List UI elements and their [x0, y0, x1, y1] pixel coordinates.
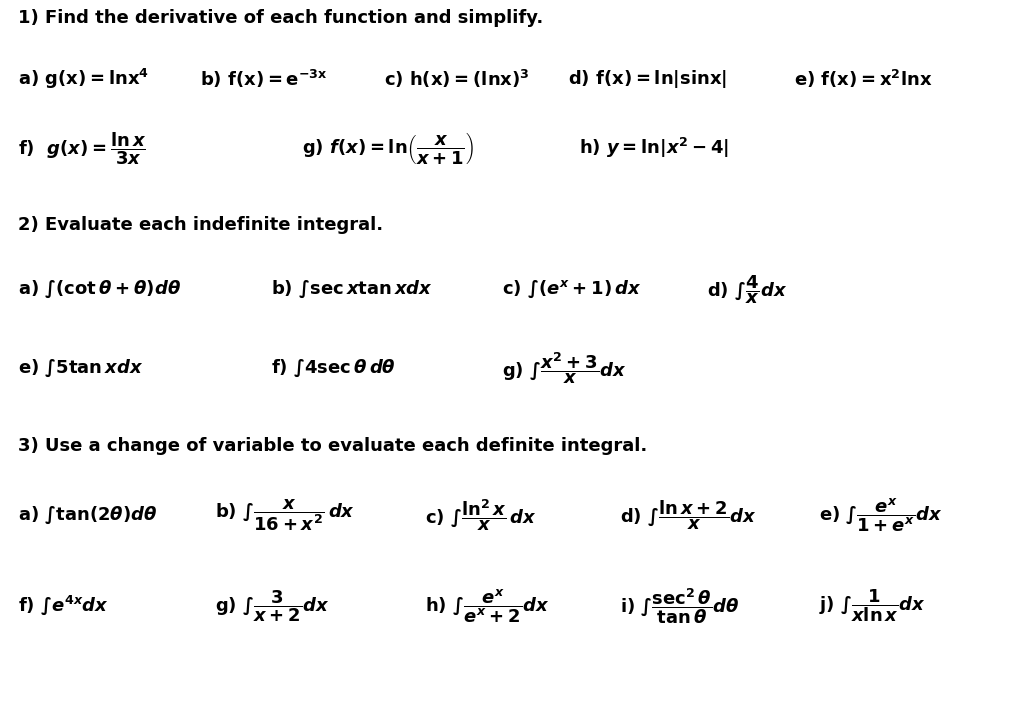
- Text: b) $\int \sec x\tan x dx$: b) $\int \sec x\tan x dx$: [271, 279, 433, 300]
- Text: a) $\mathbf{g(x) = lnx^4}$: a) $\mathbf{g(x) = lnx^4}$: [18, 67, 150, 91]
- Text: 2) Evaluate each indefinite integral.: 2) Evaluate each indefinite integral.: [18, 215, 384, 234]
- Text: a) $\int\tan(2\theta)d\theta$: a) $\int\tan(2\theta)d\theta$: [18, 505, 158, 526]
- Text: i) $\int\dfrac{\sec^2\theta}{\tan\theta}d\theta$: i) $\int\dfrac{\sec^2\theta}{\tan\theta}…: [620, 586, 738, 626]
- Text: c) $\int(e^x + 1)\,dx$: c) $\int(e^x + 1)\,dx$: [502, 279, 641, 300]
- Text: f)  $g(x) = \dfrac{\ln x}{3x}$: f) $g(x) = \dfrac{\ln x}{3x}$: [18, 130, 146, 167]
- Text: b) $\mathbf{f(x) = e^{-3x}}$: b) $\mathbf{f(x) = e^{-3x}}$: [200, 68, 328, 90]
- Text: f) $\int 4\sec\theta\, d\theta$: f) $\int 4\sec\theta\, d\theta$: [271, 358, 396, 379]
- Text: g) $\int\dfrac{x^2+3}{x}dx$: g) $\int\dfrac{x^2+3}{x}dx$: [502, 351, 626, 386]
- Text: e) $\mathbf{f(x) = x^2 lnx}$: e) $\mathbf{f(x) = x^2 lnx}$: [794, 68, 932, 90]
- Text: c) $\mathbf{h(x) = (lnx)^3}$: c) $\mathbf{h(x) = (lnx)^3}$: [384, 68, 529, 90]
- Text: a) $\int(\cot\theta + \theta)d\theta$: a) $\int(\cot\theta + \theta)d\theta$: [18, 279, 181, 300]
- Text: f) $\int e^{4x}dx$: f) $\int e^{4x}dx$: [18, 594, 110, 617]
- Text: 1) Find the derivative of each function and simplify.: 1) Find the derivative of each function …: [18, 8, 544, 27]
- Text: h) $\int\dfrac{e^x}{e^x+2}dx$: h) $\int\dfrac{e^x}{e^x+2}dx$: [425, 587, 549, 625]
- Text: e) $\int\dfrac{e^x}{1+e^x}dx$: e) $\int\dfrac{e^x}{1+e^x}dx$: [819, 496, 943, 534]
- Text: d) $\int\dfrac{\ln x + 2}{x}dx$: d) $\int\dfrac{\ln x + 2}{x}dx$: [620, 498, 756, 532]
- Text: c) $\int\dfrac{\ln^2 x}{x}\,dx$: c) $\int\dfrac{\ln^2 x}{x}\,dx$: [425, 498, 537, 533]
- Text: g) $f(x) = \ln\!\left(\dfrac{x}{x+1}\right)$: g) $f(x) = \ln\!\left(\dfrac{x}{x+1}\rig…: [302, 131, 474, 166]
- Text: j) $\int\dfrac{1}{x\ln x}dx$: j) $\int\dfrac{1}{x\ln x}dx$: [819, 587, 926, 624]
- Text: g) $\int\dfrac{3}{x+2}dx$: g) $\int\dfrac{3}{x+2}dx$: [215, 588, 330, 623]
- Text: b) $\int\dfrac{x}{16+x^2}\,dx$: b) $\int\dfrac{x}{16+x^2}\,dx$: [215, 498, 355, 533]
- Text: e) $\int 5\tan x dx$: e) $\int 5\tan x dx$: [18, 358, 144, 379]
- Text: d) $\int\dfrac{4}{x}dx$: d) $\int\dfrac{4}{x}dx$: [707, 273, 786, 306]
- Text: h) $y = \ln|x^2 - 4|$: h) $y = \ln|x^2 - 4|$: [579, 136, 729, 160]
- Text: d) $\mathbf{f(x) = ln|sinx|}$: d) $\mathbf{f(x) = ln|sinx|}$: [568, 68, 727, 90]
- Text: 3) Use a change of variable to evaluate each definite integral.: 3) Use a change of variable to evaluate …: [18, 437, 648, 455]
